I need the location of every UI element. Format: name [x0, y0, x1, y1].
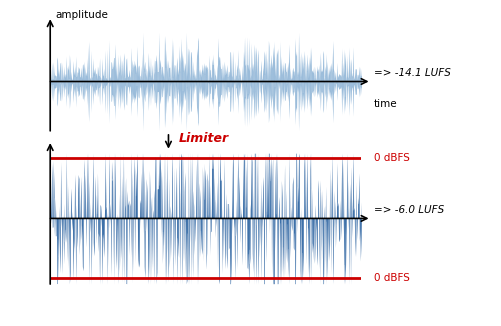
Text: 0 dBFS: 0 dBFS: [373, 154, 409, 163]
Text: 0 dBFS: 0 dBFS: [373, 274, 409, 283]
Text: => -6.0 LUFS: => -6.0 LUFS: [373, 205, 443, 215]
Text: amplitude: amplitude: [55, 9, 108, 20]
Text: => -14.1 LUFS: => -14.1 LUFS: [373, 68, 450, 78]
Text: Limiter: Limiter: [178, 132, 228, 145]
Text: time: time: [373, 99, 397, 110]
